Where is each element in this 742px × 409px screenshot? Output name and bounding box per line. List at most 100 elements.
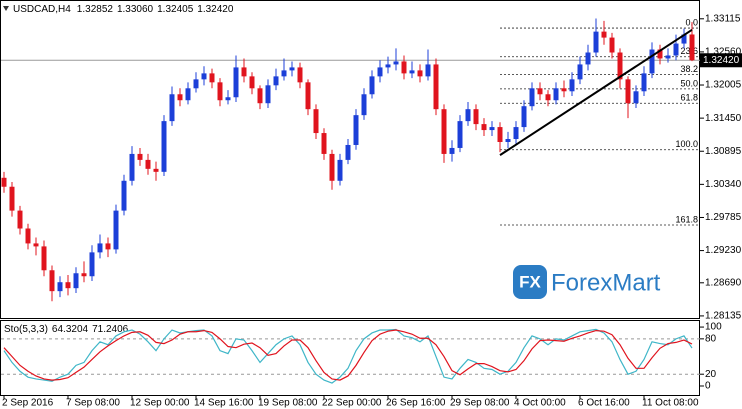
x-tick-label: 6 Oct 16:00 (578, 398, 630, 409)
y-tick-label: 1.30895 (705, 146, 742, 157)
chart-header: USDCAD,H4 1.32852 1.33060 1.32405 1.32420 (13, 4, 234, 15)
candle-body (73, 273, 79, 289)
y-tick-label: 1.29230 (705, 245, 742, 256)
candle-body (321, 133, 327, 154)
watermark-icon-bg (513, 265, 547, 299)
y-tick-label: 1.31450 (705, 113, 742, 124)
candle-body (121, 180, 127, 211)
candle-body (345, 144, 351, 160)
candle-body (401, 61, 407, 74)
candle-body (33, 243, 39, 247)
candle-body (449, 147, 455, 154)
y-tick-label: 1.29785 (705, 212, 742, 223)
candle-body (217, 82, 223, 101)
indicator-name: Sto(5,3,3) (4, 324, 48, 335)
candle-body (265, 85, 271, 104)
indicator-y-tick-label: 80 (705, 333, 717, 344)
watermark-text: ForexMart (551, 269, 661, 296)
candle-body (49, 270, 55, 292)
candle-body (513, 127, 519, 140)
candle-body (641, 73, 647, 92)
watermark-icon: FX (519, 272, 541, 291)
indicator-y-tick-label: 20 (705, 369, 717, 380)
candle-body (433, 64, 439, 110)
current-price-label: 1.32420 (703, 55, 740, 66)
fib-level-label: 100.0 (675, 139, 698, 149)
candle-body (113, 210, 119, 250)
y-tick-label: 1.32560 (705, 47, 742, 58)
indicator-y-tick-label: 0 (705, 381, 711, 392)
candle-body (17, 210, 23, 229)
candle-body (561, 88, 567, 92)
symbol: USDCAD,H4 (13, 4, 71, 15)
candle-body (617, 52, 623, 80)
fib-level-label: 61.8 (680, 93, 698, 103)
indicator-value: 71.2406 (92, 324, 129, 335)
candle-body (473, 109, 479, 125)
candle-body (497, 127, 503, 142)
indicator-value: 64.3204 (52, 324, 89, 335)
fib-level-label: 161.8 (675, 214, 698, 224)
candle-body (353, 115, 359, 145)
x-tick-label: 19 Sep 08:00 (258, 398, 318, 409)
trendline (499, 28, 693, 156)
candle-body (97, 243, 103, 253)
candle-body (601, 31, 607, 38)
y-tick-label: 1.33115 (705, 13, 741, 24)
candle-body (521, 106, 527, 128)
candle-body (545, 94, 551, 101)
x-tick-label: 2 Sep 2016 (2, 398, 54, 409)
candle-body (625, 79, 631, 104)
candle-body (289, 67, 295, 71)
candle-body (441, 109, 447, 154)
candle-body (9, 186, 15, 211)
candle-body (129, 153, 135, 181)
y-tick-label: 1.28690 (705, 277, 742, 288)
candle-body (177, 94, 183, 101)
candle-body (209, 73, 215, 83)
menu-arrow (3, 6, 9, 11)
candle-body (257, 88, 263, 104)
y-tick-label: 1.28135 (705, 311, 742, 322)
candle-body (569, 79, 575, 92)
candle-body (329, 153, 335, 181)
last-bar-value: 1.32405 (157, 4, 194, 15)
candle-body (657, 49, 663, 59)
candle-body (481, 124, 487, 131)
x-tick-label: 26 Sep 16:00 (386, 398, 446, 409)
candle-body (593, 31, 599, 53)
candle-body (297, 67, 303, 83)
x-tick-label: 4 Oct 00:00 (514, 398, 566, 409)
candle-body (193, 79, 199, 89)
x-tick-label: 14 Sep 16:00 (194, 398, 254, 409)
candle-body (81, 273, 87, 277)
candle-body (385, 64, 391, 68)
fib-level-label: 50.0 (680, 78, 698, 88)
indicator-line (3, 329, 693, 381)
candle-body (577, 64, 583, 80)
candle-body (409, 70, 415, 74)
candle-body (201, 73, 207, 80)
candle-body (161, 121, 167, 172)
candle-body (169, 94, 175, 122)
candle-body (57, 282, 63, 292)
fib-level-label: 38.2 (680, 64, 698, 74)
candle-body (225, 97, 231, 101)
candle-body (425, 64, 431, 77)
candle-body (529, 88, 535, 107)
candle-body (369, 76, 375, 95)
candle-body (489, 127, 495, 131)
candle-body (361, 94, 367, 116)
x-tick-label: 29 Sep 08:00 (450, 398, 510, 409)
candle-body (1, 177, 7, 187)
last-bar-value: 1.32852 (77, 4, 114, 15)
x-tick-label: 22 Sep 00:00 (322, 398, 382, 409)
candle-body (465, 109, 471, 122)
candle-body (281, 70, 287, 77)
watermark: FX ForexMart (513, 265, 661, 299)
candle-body (393, 61, 399, 65)
candle-body (609, 37, 615, 53)
price-panel-frame (0, 0, 700, 319)
